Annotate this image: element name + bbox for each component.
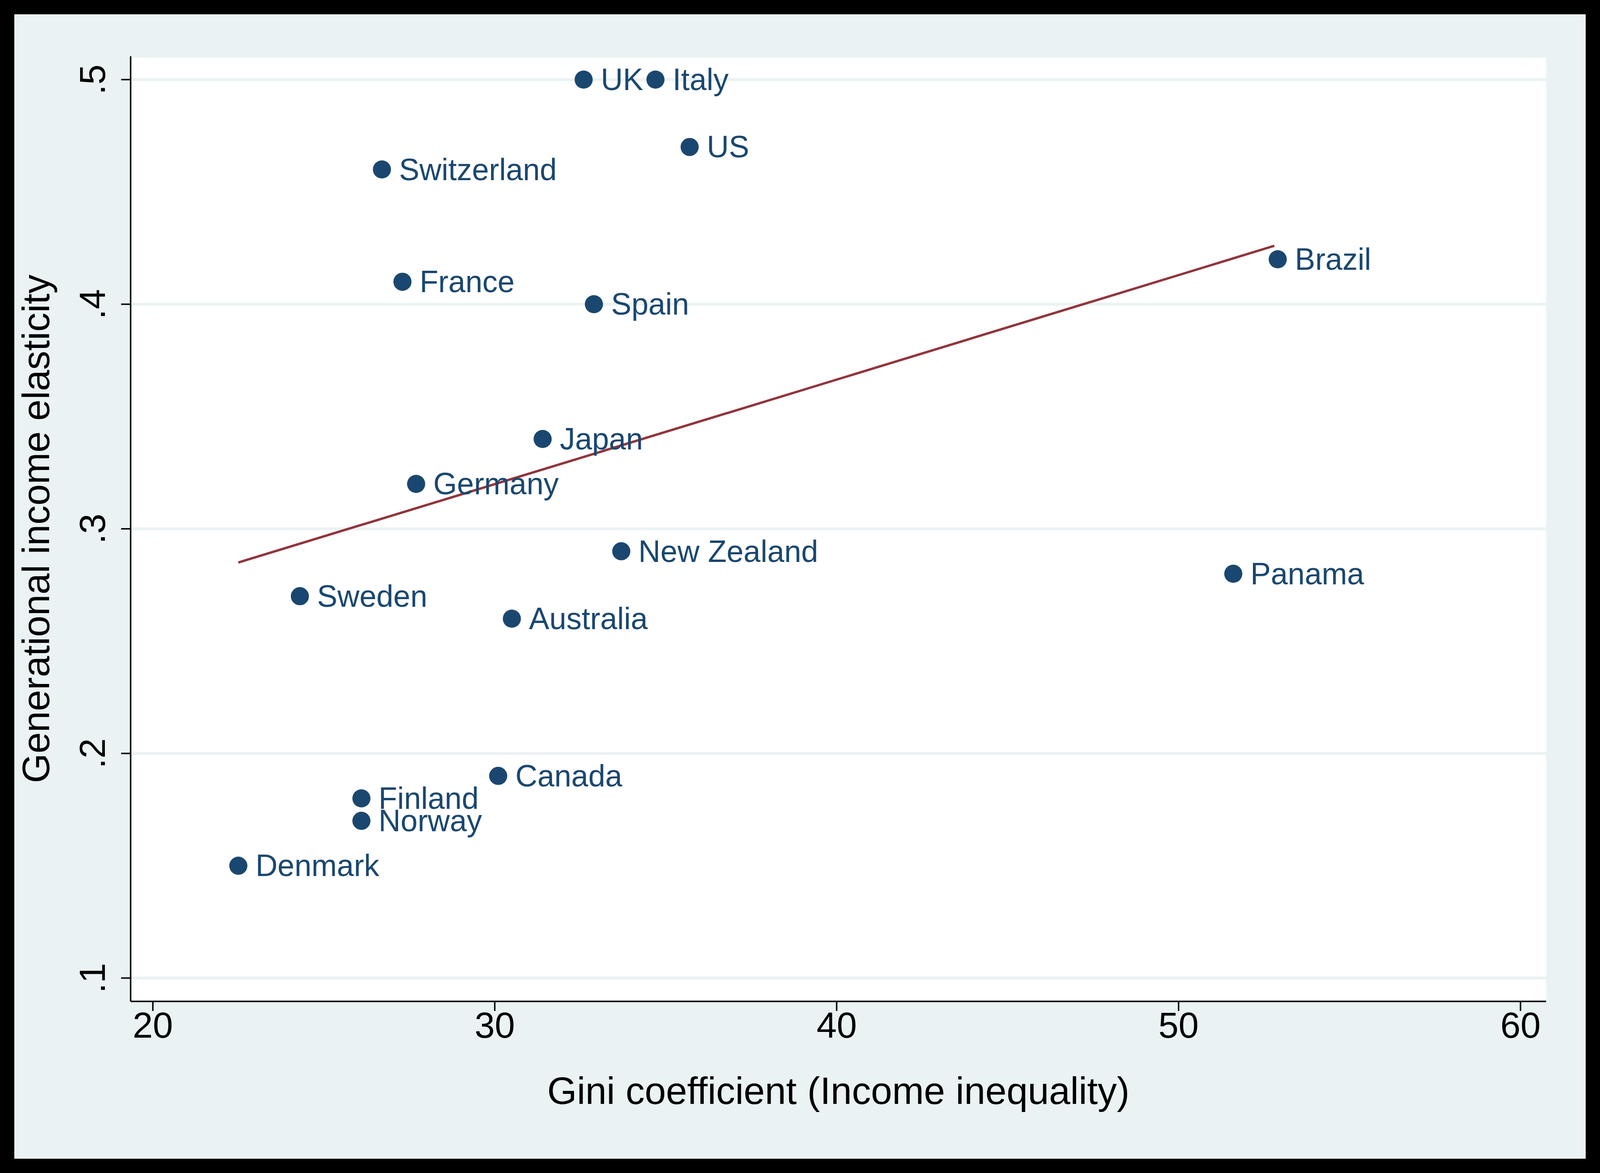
svg-text:Norway: Norway — [378, 803, 483, 839]
svg-text:Sweden: Sweden — [317, 579, 428, 614]
svg-text:Australia: Australia — [529, 601, 648, 636]
svg-text:Panama: Panama — [1250, 556, 1365, 592]
svg-text:60: 60 — [1500, 1005, 1541, 1046]
svg-text:Italy: Italy — [672, 62, 729, 97]
svg-text:.4: .4 — [71, 289, 113, 320]
svg-text:50: 50 — [1158, 1005, 1200, 1046]
svg-text:UK: UK — [600, 62, 644, 97]
svg-text:.1: .1 — [71, 963, 113, 994]
svg-text:Brazil: Brazil — [1294, 242, 1372, 277]
svg-text:Canada: Canada — [515, 758, 623, 794]
svg-text:20: 20 — [132, 1005, 174, 1046]
svg-text:France: France — [419, 264, 515, 299]
svg-text:US: US — [707, 129, 750, 165]
svg-text:Finland: Finland — [378, 781, 479, 816]
svg-text:40: 40 — [816, 1005, 858, 1046]
svg-text:Generational income elasticity: Generational income elasticity — [14, 274, 58, 784]
svg-text:.5: .5 — [71, 64, 113, 95]
svg-text:.2: .2 — [71, 738, 113, 769]
svg-text:New Zealand: New Zealand — [638, 534, 819, 569]
svg-text:Germany: Germany — [433, 466, 559, 502]
svg-text:Denmark: Denmark — [255, 848, 380, 883]
svg-text:Spain: Spain — [611, 287, 690, 322]
svg-text:30: 30 — [474, 1005, 515, 1046]
svg-text:Japan: Japan — [559, 421, 643, 457]
svg-text:Switzerland: Switzerland — [399, 152, 557, 187]
svg-text:.3: .3 — [71, 513, 113, 544]
svg-text:Gini coefficient (Income inequ: Gini coefficient (Income inequality) — [547, 1069, 1130, 1113]
